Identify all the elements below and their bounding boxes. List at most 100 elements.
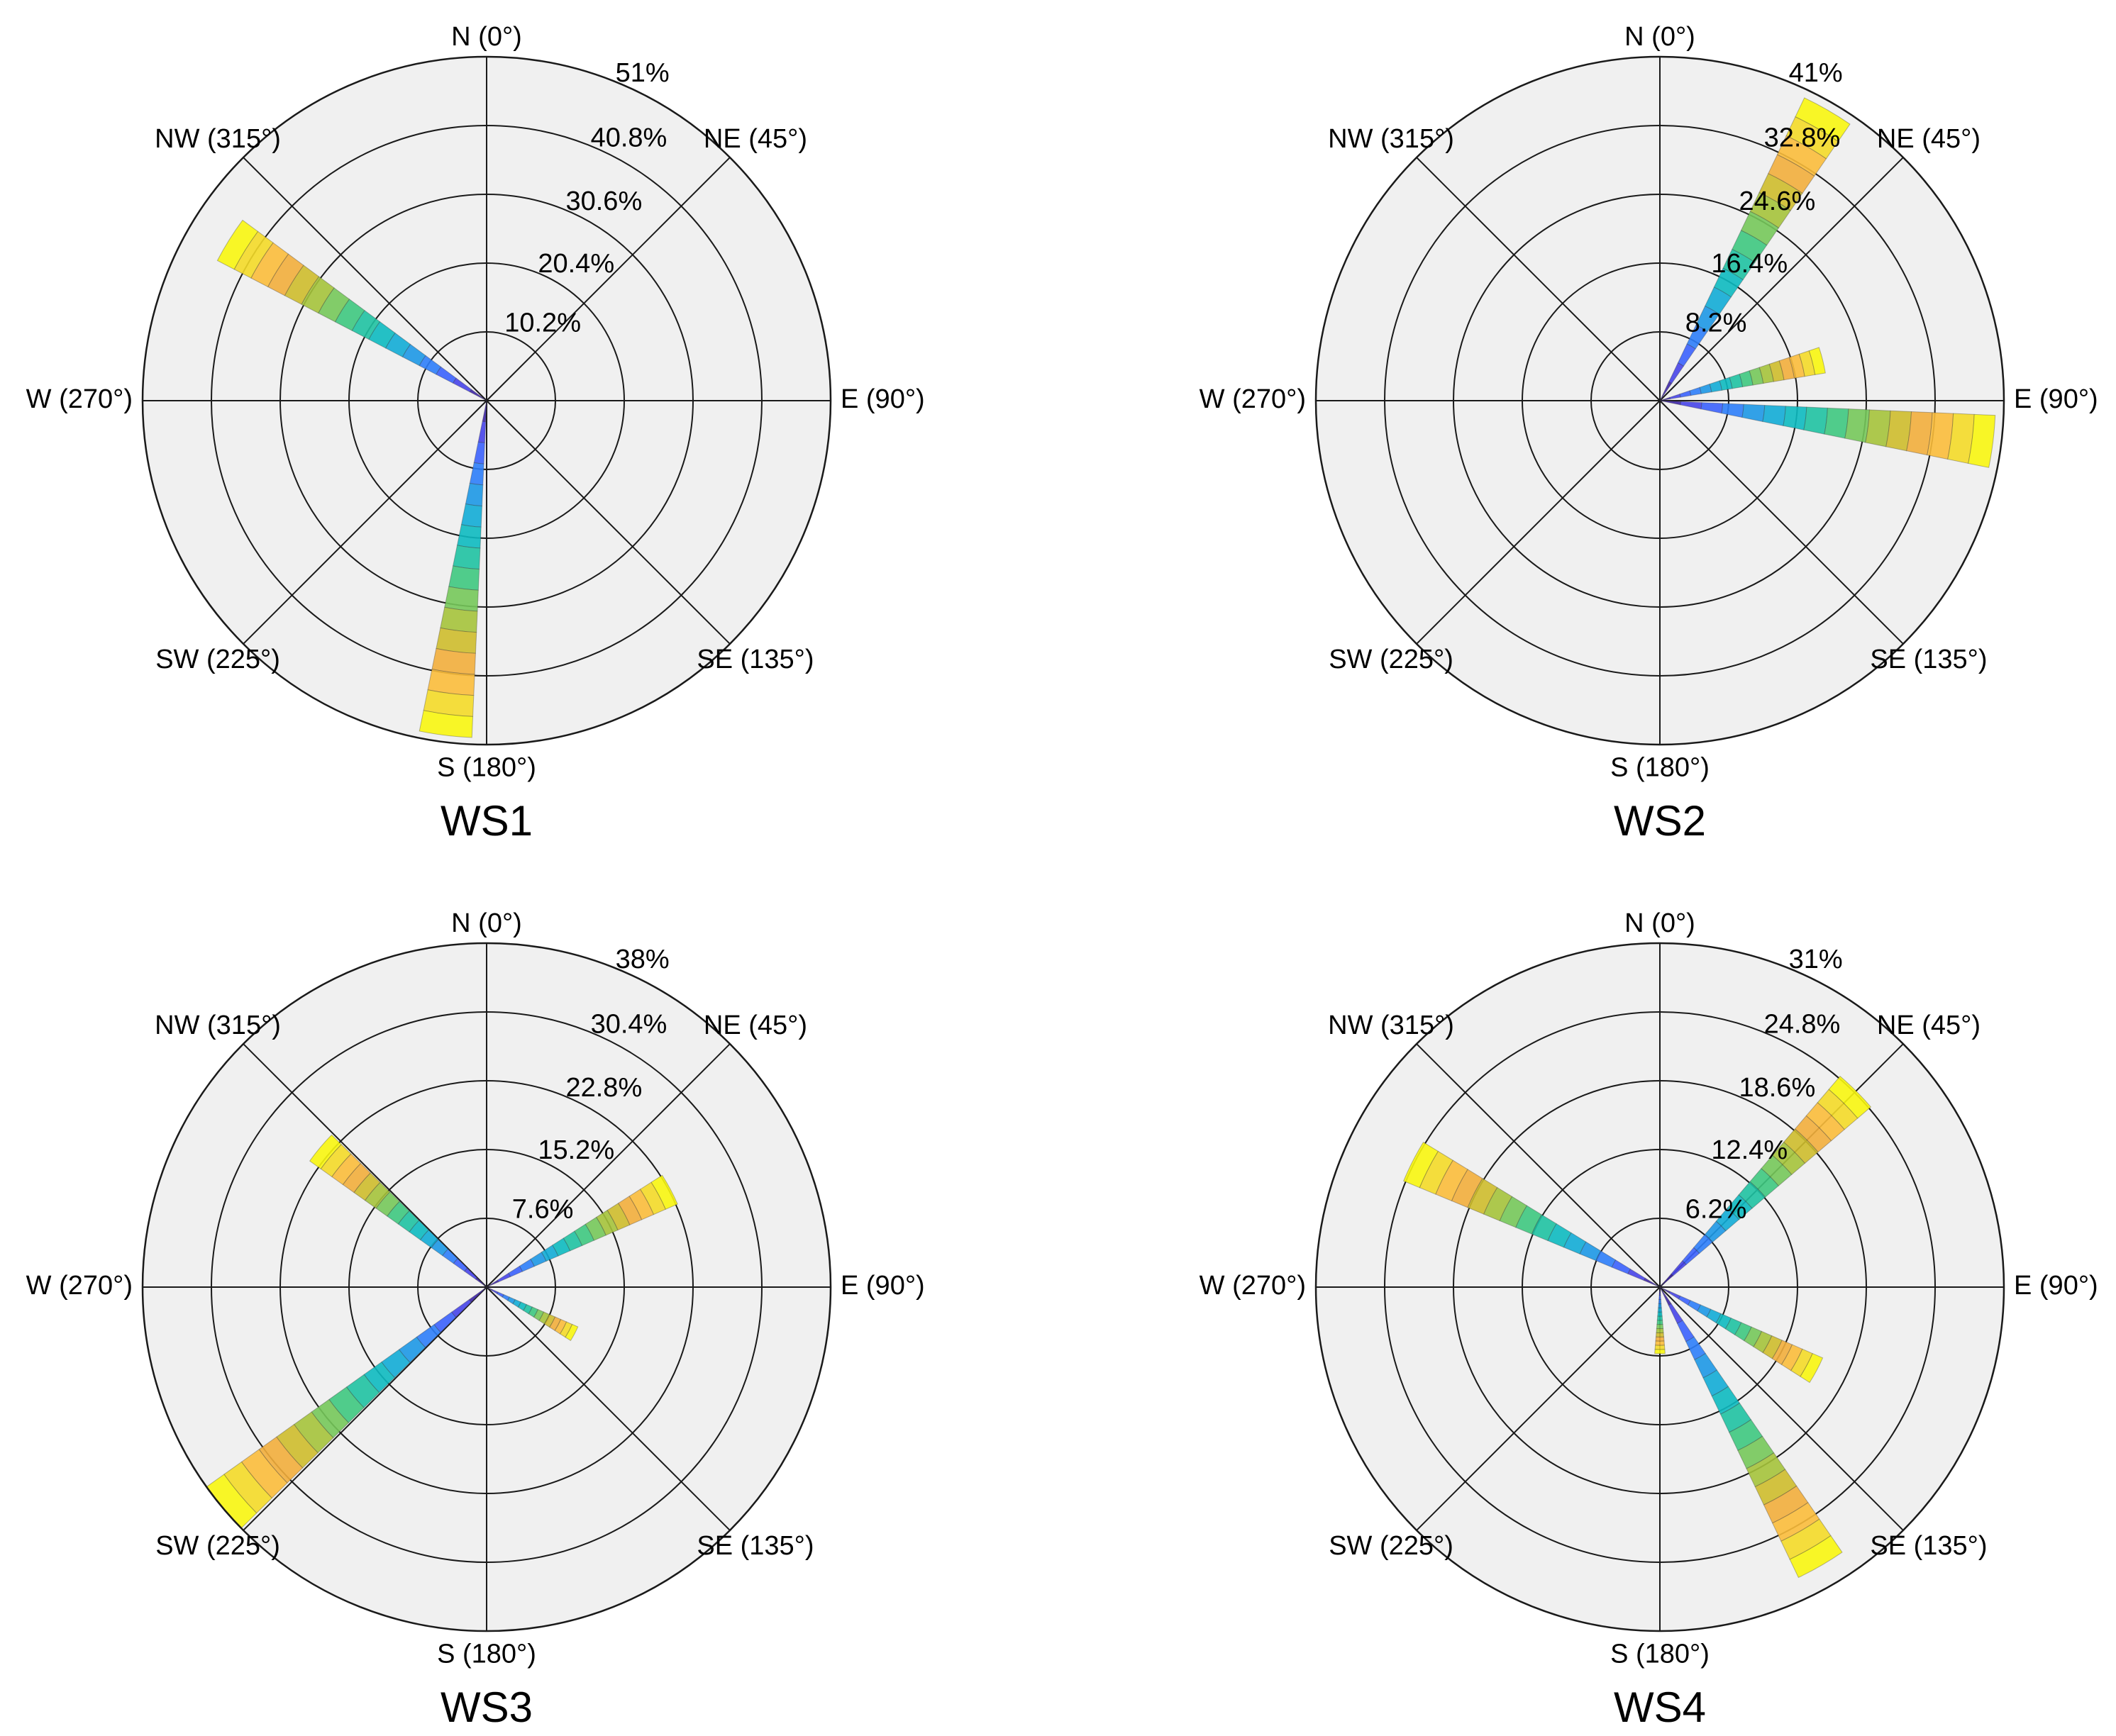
direction-label: NE (45°) <box>704 1011 807 1040</box>
wind-rose-panel-ws3: 7.6% 15.2% 22.8% 30.4% 38% N (0°) NE (45°) E (9… <box>26 908 925 1731</box>
wind-bar-30 <box>1659 97 1851 401</box>
wind-bar-segment <box>1658 1299 1662 1304</box>
direction-label: S (180°) <box>437 1639 536 1669</box>
direction-label: N (0°) <box>1624 22 1695 52</box>
direction-label: W (270°) <box>26 384 133 414</box>
grid-spoke <box>1416 1043 1661 1288</box>
ring-label: 51% <box>616 58 670 88</box>
ring-label: 30.6% <box>565 187 642 216</box>
ring-label: 7.6% <box>512 1194 574 1224</box>
grid-spoke <box>243 157 487 401</box>
ring-label: 18.6% <box>1739 1073 1815 1103</box>
panel-title: WS2 <box>1614 797 1706 845</box>
direction-label: NE (45°) <box>1877 124 1981 154</box>
direction-label: S (180°) <box>1610 1639 1710 1669</box>
ring-label: 24.6% <box>1739 187 1815 216</box>
wind-bar-segment <box>1656 1324 1664 1330</box>
wind-bar-segment <box>1656 1320 1663 1325</box>
wind-bar-segment <box>1800 1352 1824 1384</box>
ring-label: 6.2% <box>1685 1194 1747 1224</box>
wind-bar-segment <box>1808 347 1826 375</box>
wind-bar-297 <box>1402 1141 1661 1288</box>
wind-bar-45 <box>1659 1075 1872 1288</box>
ring-label: 32.8% <box>1764 123 1841 153</box>
wind-bar-segment <box>419 710 474 738</box>
direction-label: E (90°) <box>841 1271 925 1301</box>
wind-bar-segment <box>1657 1307 1663 1313</box>
ring-label: 22.8% <box>565 1073 642 1103</box>
ring-label: 41% <box>1789 58 1843 88</box>
wind-rose-panel-ws1: 10.2% 20.4% 30.6% 40.8% 51% N (0°) NE (45°) E (… <box>26 22 925 845</box>
wind-bar-segment <box>1865 409 1891 447</box>
outer-ring <box>1314 942 2005 1632</box>
wind-bar-segment <box>650 1174 678 1210</box>
direction-label: W (270°) <box>1200 384 1306 414</box>
wind-bar-segment <box>216 219 259 270</box>
wind-bar-150 <box>1659 1286 1843 1579</box>
outer-ring <box>1314 55 2005 746</box>
wind-bar-segment <box>1658 1295 1661 1301</box>
wind-bar-segment <box>1795 97 1851 143</box>
wind-bar-segment <box>1657 1311 1663 1317</box>
direction-label: SW (225°) <box>155 645 280 674</box>
wind-bar-230 <box>206 1286 487 1529</box>
wind-bar-segment <box>456 524 482 549</box>
wind-bar-76 <box>1659 347 1826 401</box>
direction-label: SE (135°) <box>1870 645 1987 674</box>
wind-bar-310 <box>309 1134 487 1288</box>
wind-bar-segment <box>1654 1345 1666 1350</box>
ring-label: 38% <box>616 945 670 974</box>
ring-label: 24.8% <box>1764 1010 1841 1040</box>
wind-bar-segment <box>1828 1075 1872 1119</box>
wind-bar-segment <box>448 565 480 591</box>
wind-bar-segment <box>444 586 479 612</box>
direction-label: SW (225°) <box>1329 1531 1453 1561</box>
ring-label: 10.2% <box>504 308 581 338</box>
wind-bar-segment <box>440 606 478 633</box>
ring-label: 15.2% <box>538 1135 614 1165</box>
wind-bar-segment <box>1659 1286 1661 1292</box>
grid-spoke <box>243 1286 487 1531</box>
wind-bar-segment <box>1844 408 1870 443</box>
outer-ring <box>141 942 832 1632</box>
wind-rose-panel-ws4: 6.2% 12.4% 18.6% 24.8% 31% N (0°) NE (45°) E (9… <box>1200 908 2098 1731</box>
outer-ring <box>141 55 832 746</box>
ring-label: 16.4% <box>1711 249 1788 279</box>
panel-title: WS3 <box>441 1684 533 1731</box>
direction-label: N (0°) <box>451 22 522 52</box>
grid-spoke <box>1659 400 1904 645</box>
wind-bar-187 <box>419 400 487 738</box>
wind-bar-97 <box>1659 400 1996 468</box>
ring-label: 30.4% <box>591 1010 668 1040</box>
direction-label: E (90°) <box>841 384 925 414</box>
ring-label: 31% <box>1789 945 1843 974</box>
wind-bar-segment <box>1656 1328 1664 1334</box>
wind-bar-segment <box>1789 1535 1843 1579</box>
wind-bar-302 <box>216 219 487 401</box>
direction-label: SW (225°) <box>1329 645 1453 674</box>
grid-spoke <box>486 1286 731 1531</box>
wind-bar-62 <box>486 1174 678 1288</box>
wind-bar-segment <box>1656 1315 1663 1321</box>
panel-title: WS1 <box>441 797 533 845</box>
ring-label: 20.4% <box>538 249 614 279</box>
direction-label: N (0°) <box>451 908 522 938</box>
direction-label: NW (315°) <box>1328 124 1454 154</box>
direction-label: SE (135°) <box>697 645 814 674</box>
direction-label: NW (315°) <box>155 124 281 154</box>
grid-spoke <box>1659 157 1904 401</box>
direction-label: S (180°) <box>437 752 536 782</box>
direction-label: E (90°) <box>2014 1271 2098 1301</box>
direction-label: W (270°) <box>1200 1271 1306 1301</box>
direction-label: N (0°) <box>1624 908 1695 938</box>
wind-bar-segment <box>1402 1141 1439 1189</box>
wind-bar-segment <box>309 1134 342 1169</box>
wind-bar-segment <box>565 1323 579 1342</box>
wind-bar-180 <box>1654 1286 1666 1354</box>
grid-spoke <box>243 400 487 645</box>
direction-label: SE (135°) <box>697 1531 814 1561</box>
grid-spoke <box>1659 1286 1904 1531</box>
direction-label: SW (225°) <box>155 1531 280 1561</box>
wind-bar-segment <box>1824 407 1849 439</box>
